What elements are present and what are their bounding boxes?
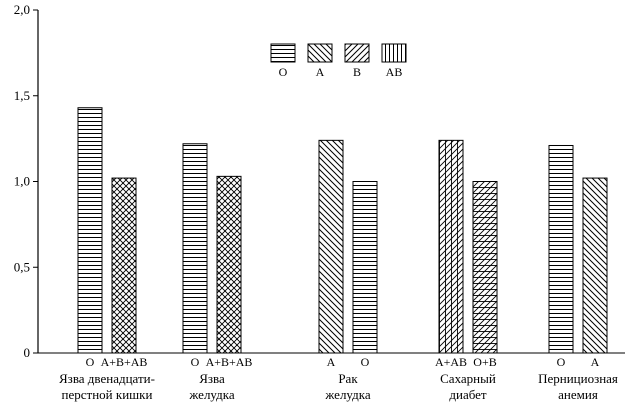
legend-swatch xyxy=(307,43,333,63)
group-label: перстной кишки xyxy=(62,387,153,402)
bar-label: O+B xyxy=(473,355,496,369)
legend-item: A xyxy=(307,43,333,79)
group-label: Пернициозная xyxy=(538,371,618,386)
bar-label: A xyxy=(327,355,336,369)
bar-label: O xyxy=(557,355,566,369)
bar-label: A+B+AB xyxy=(101,355,148,369)
bar xyxy=(318,139,344,354)
bar xyxy=(77,107,103,354)
y-tick-label: 0,5 xyxy=(14,259,30,274)
group-label: желудка xyxy=(324,387,370,402)
legend-label: O xyxy=(279,65,288,79)
bar xyxy=(548,144,574,354)
legend-swatch xyxy=(270,43,296,63)
bar xyxy=(352,181,378,354)
bar xyxy=(582,177,608,354)
group-label: Язва xyxy=(199,371,225,386)
legend-label: AB xyxy=(386,65,403,79)
bar-label: A+AB xyxy=(435,355,467,369)
y-tick-label: 2,0 xyxy=(14,2,30,17)
y-tick-label: 1,0 xyxy=(14,174,30,189)
bar-label: A+B+AB xyxy=(206,355,253,369)
y-tick-label: 1,5 xyxy=(14,88,30,103)
legend-swatch xyxy=(344,43,370,63)
bar xyxy=(438,139,464,354)
group-label: диабет xyxy=(449,387,487,402)
bar-label: O xyxy=(361,355,370,369)
bar-label: O xyxy=(191,355,200,369)
legend-label: B xyxy=(353,65,361,79)
group-label: желудка xyxy=(188,387,234,402)
legend-item: AB xyxy=(381,43,407,79)
bar-label: O xyxy=(86,355,95,369)
bar xyxy=(472,181,498,354)
legend-label: A xyxy=(316,65,325,79)
group-label: анемия xyxy=(558,387,598,402)
group-label: Рак xyxy=(338,371,358,386)
bar-group: O A+B+AB Язва двенадцати-перстной кишки xyxy=(59,107,155,402)
bar xyxy=(216,175,242,354)
legend-swatch xyxy=(381,43,407,63)
group-label: Сахарный xyxy=(440,371,496,386)
group-label: Язва двенадцати- xyxy=(59,371,155,386)
bar xyxy=(111,177,137,354)
legend-item: B xyxy=(344,43,370,79)
bar-label: A xyxy=(591,355,600,369)
legend: O A B AB xyxy=(270,43,407,79)
bar xyxy=(182,143,208,354)
legend-item: O xyxy=(270,43,296,79)
bars: O A+B+AB Язва двенадцати-перстной кишки O A+… xyxy=(59,107,618,402)
y-tick-label: 0 xyxy=(24,345,31,360)
